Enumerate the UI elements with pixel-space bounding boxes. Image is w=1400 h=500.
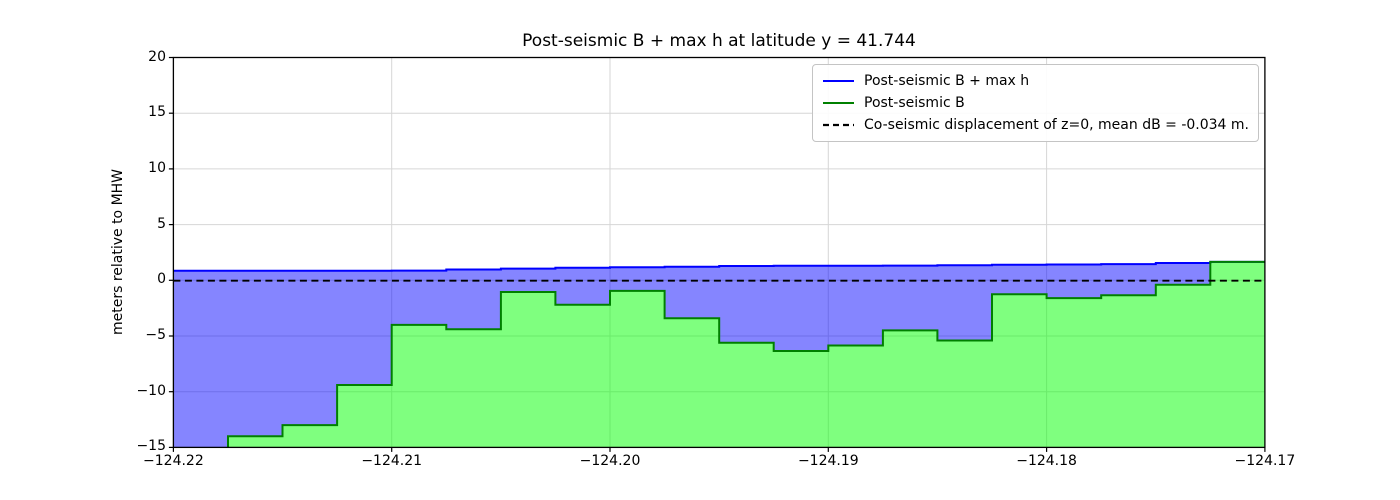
- y-tick-label: 15: [148, 104, 166, 121]
- post-seismic-B-area: [228, 261, 1265, 448]
- B-plus-maxh-area: [173, 261, 1265, 448]
- legend-line-swatch: [823, 80, 854, 82]
- x-tick-label: −124.17: [1234, 453, 1296, 469]
- x-tick-label: −124.18: [1016, 453, 1077, 469]
- legend-line-swatch: [823, 102, 854, 104]
- post-seismic-B-line: [227, 260, 1265, 448]
- y-axis-label: meters relative to MHW: [110, 168, 126, 336]
- legend-item: Co-seismic displacement of z=0, mean dB …: [822, 114, 1249, 136]
- y-tick-label: −15: [136, 438, 166, 455]
- legend-label: Co-seismic displacement of z=0, mean dB …: [864, 117, 1249, 133]
- tick-marks: [168, 56, 1266, 452]
- y-tick-label: 10: [148, 159, 166, 176]
- legend-label: Post-seismic B + max h: [864, 73, 1030, 89]
- axes-frame: [172, 56, 1266, 449]
- legend-dashed-line-swatch: [823, 123, 854, 127]
- y-tick-label: 5: [157, 215, 166, 232]
- x-tick-label: −124.19: [797, 453, 859, 469]
- legend: Post-seismic B + max h Post-seismic B Co…: [812, 64, 1259, 142]
- y-tick-label: −5: [145, 327, 166, 343]
- y-tick-label: −10: [136, 382, 166, 399]
- B-plus-maxh-line: [173, 260, 1265, 272]
- x-tick-label: −124.20: [579, 453, 641, 469]
- y-tick-label: 20: [148, 48, 166, 65]
- legend-item: Post-seismic B + max h: [822, 70, 1249, 92]
- x-tick-label: −124.22: [143, 453, 204, 469]
- legend-label: Post-seismic B: [864, 95, 965, 111]
- chart-title: Post-seismic B + max h at latitude y = 4…: [522, 31, 916, 51]
- x-tick-label: −124.21: [361, 453, 423, 469]
- legend-item: Post-seismic B: [822, 92, 1249, 114]
- y-tick-label: 0: [157, 271, 166, 288]
